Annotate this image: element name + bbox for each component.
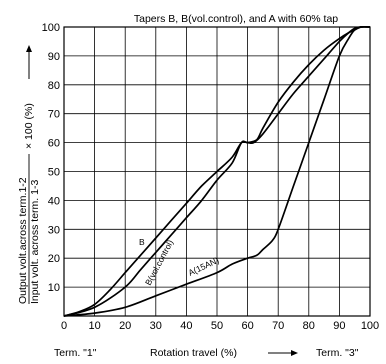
series-layer [63,25,371,317]
series-line-1 [63,25,371,317]
y-axis-arrow-head [26,45,32,52]
y-tick-label: 50 [48,167,60,179]
y-axis-label-line1: Output volt.across term.1-2 [17,177,29,304]
x-tick-label: 100 [361,320,379,332]
y-tick-label: 100 [42,22,60,34]
x-tick-label: 70 [272,320,284,332]
y-tick-label: 40 [48,195,60,207]
x-tick-label: 50 [211,320,223,332]
y-tick-label: 10 [48,282,60,294]
x-right-terminal-label: Term. "3" [316,347,359,359]
y-tick-label: 90 [48,51,60,63]
x-tick-label: 10 [88,320,100,332]
x-axis-arrow-head [291,350,298,356]
y-tick-label: 70 [48,109,60,121]
y-axis-label-line2: Input volt. across term. 1-3 [29,180,41,304]
y-tick-label: 20 [48,253,60,265]
x-tick-label: 20 [119,320,131,332]
y-tick-labels: 10 20 30 40 50 60 70 80 90 100 [42,22,60,294]
grid [64,27,370,316]
y-tick-label: 80 [48,80,60,92]
x-tick-label: 30 [150,320,162,332]
x-tick-label: 80 [303,320,315,332]
y-tick-label: 60 [48,138,60,150]
y-tick-label: 30 [48,224,60,236]
x-tick-label: 90 [333,320,345,332]
chart-title: Tapers B, B(vol.control), and A with 60%… [134,13,338,25]
x-axis-label: Rotation travel (%) [150,347,237,359]
x-left-terminal-label: Term. "1" [54,347,97,359]
y-axis-label-suffix: × 100 (%) [23,103,35,149]
x-tick-label: 0 [61,320,67,332]
x-tick-label: 40 [180,320,192,332]
series-label-b: B [139,237,145,247]
x-tick-labels: 0 10 20 30 40 50 60 70 80 90 100 [61,320,379,332]
y-axis-label: Output volt.across term.1-2 Input volt. … [17,45,41,304]
x-tick-label: 60 [241,320,253,332]
series-line-2 [63,25,371,317]
